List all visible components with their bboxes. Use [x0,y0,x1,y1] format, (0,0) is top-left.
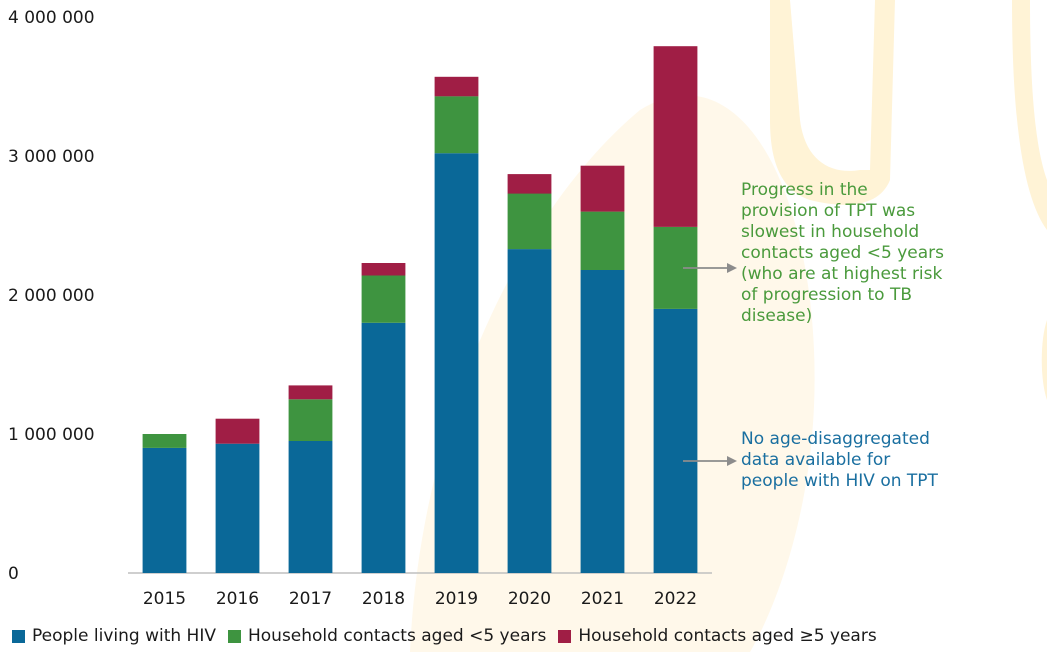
bar-segment-2016-s2 [215,418,260,444]
bar-segment-2018-s1 [361,275,406,323]
x-tick-label: 2019 [435,589,478,609]
bar-segment-2019-s1 [434,96,479,154]
bar-segment-2018-s0 [361,322,406,573]
background-decoration [410,0,1047,652]
x-tick-label: 2020 [508,589,551,609]
y-tick-label: 4 000 000 [8,8,95,28]
bar-segment-2020-s1 [507,193,552,250]
legend-item-0: People living with HIV [12,626,216,646]
y-tick-label: 1 000 000 [8,425,95,445]
hiv-no-age-data-note-text: No age-disaggregated data available for pe… [741,429,939,491]
bar-segment-2022-s0 [653,308,698,573]
bar-segment-2022-s2 [653,46,698,227]
legend-label: Household contacts aged ≥5 years [578,626,877,646]
bar-segment-2020-s0 [507,249,552,573]
legend-swatch [227,629,241,643]
legend-item-2: Household contacts aged ≥5 years [558,626,877,646]
annotations: Progress in the provision of TPT was slowe… [683,180,944,491]
y-axis-ticks: 0 1 000 000 2 000 000 3 000 000 4 000 000 [8,8,95,584]
legend-label: People living with HIV [32,626,216,646]
hiv-no-age-data-note: No age-disaggregated data available for pe… [683,429,939,491]
x-tick-label: 2022 [654,589,697,609]
bars [142,46,698,573]
bar-segment-2019-s0 [434,153,479,573]
bar-segment-2017-s0 [288,441,333,573]
x-tick-label: 2021 [581,589,624,609]
bar-segment-2018-s2 [361,263,406,276]
tpt-progress-note: Progress in the provision of TPT was slowe… [683,180,944,326]
bar-segment-2021-s2 [580,165,625,212]
bar-segment-2019-s2 [434,76,479,97]
y-tick-label: 2 000 000 [8,286,95,306]
y-tick-label: 3 000 000 [8,147,95,167]
x-tick-label: 2018 [362,589,405,609]
legend: People living with HIV Household contacts… [12,624,877,648]
legend-label: Household contacts aged <5 years [247,626,547,646]
legend-item-1: Household contacts aged <5 years [227,626,547,646]
x-tick-label: 2016 [216,589,259,609]
tpt-progress-note-text: Progress in the provision of TPT was slowe… [741,180,944,326]
bar-segment-2020-s2 [507,174,552,194]
bar-segment-2015-s0 [142,447,187,573]
bar-segment-2021-s1 [580,211,625,270]
y-tick-label: 0 [8,564,19,584]
legend-swatch [12,629,25,643]
x-tick-label: 2015 [143,589,186,609]
x-axis-ticks: 2015 2016 2017 2018 2019 2020 2021 2022 [143,589,697,609]
bar-segment-2016-s0 [215,443,260,573]
arrowhead-icon [727,263,737,273]
bar-segment-2021-s0 [580,270,625,573]
bar-segment-2017-s1 [288,399,333,441]
bar-segment-2017-s2 [288,385,333,400]
legend-swatch [558,629,572,643]
arrowhead-icon [727,456,737,466]
bar-segment-2015-s1 [142,434,187,448]
x-tick-label: 2017 [289,589,332,609]
